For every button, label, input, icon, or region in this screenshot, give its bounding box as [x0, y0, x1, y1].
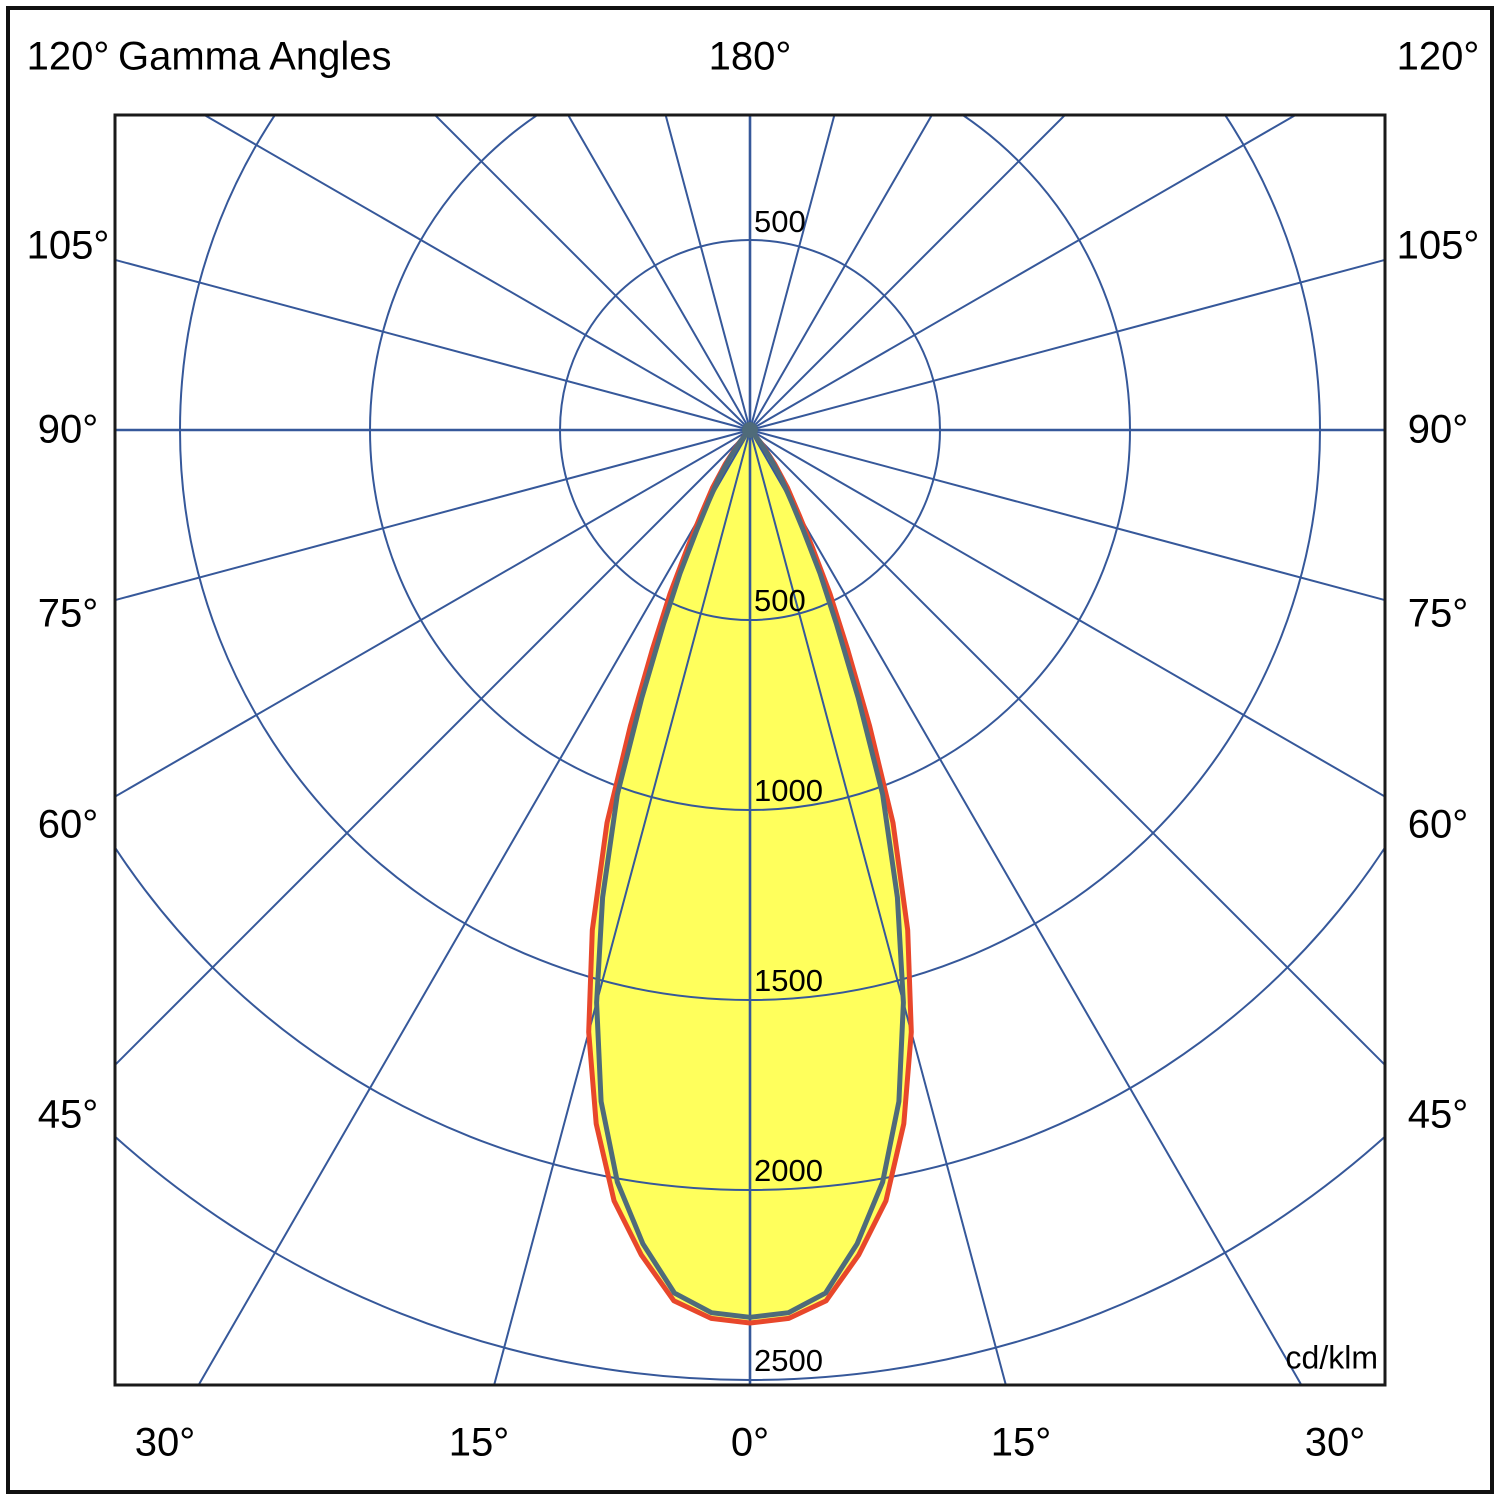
intensity-ring-500: [559, 239, 941, 621]
gamma-ray-225: [433, 115, 751, 431]
gamma-ray-105: [749, 258, 1385, 431]
gamma-label-left-90: 90°: [37, 407, 99, 452]
blue-intensity-curve: [594, 427, 906, 1320]
ring-label-top-500: 500: [754, 204, 806, 239]
gamma-ray-15: [749, 429, 1007, 1385]
polar-origin-dot: [742, 422, 758, 438]
gamma-label-120-left: 120°: [26, 34, 110, 79]
ring-label-2500: 2500: [754, 1343, 823, 1378]
intensity-ring-1500: [179, 115, 1321, 1001]
gamma-label-left-60: 60°: [37, 802, 99, 847]
gamma-ray-300: [115, 429, 751, 798]
ring-label-1500: 1500: [754, 963, 823, 998]
gamma-label-bottom-15: 15°: [448, 1420, 510, 1465]
plot-frame: [113, 113, 1387, 1387]
gamma-ray-165: [749, 115, 836, 431]
gamma-label-180: 180°: [708, 34, 792, 79]
gamma-ray-240: [202, 115, 751, 431]
gamma-ray-30: [749, 429, 1303, 1385]
gamma-ray-135: [749, 115, 1067, 431]
gamma-label-right-45: 45°: [1407, 1092, 1469, 1137]
gamma-ray-285: [115, 429, 751, 602]
gamma-ray-120: [749, 115, 1298, 431]
gamma-label-right-75: 75°: [1407, 591, 1469, 636]
gamma-ray-345: [493, 429, 751, 1385]
intensity-ring-1000: [369, 115, 1131, 811]
gamma-label-120-right: 120°: [1396, 34, 1480, 79]
gamma-label-bottom-15: 15°: [990, 1420, 1052, 1465]
ring-label-2000: 2000: [754, 1153, 823, 1188]
gamma-label-left-45: 45°: [37, 1092, 99, 1137]
gamma-label-bottom-0: 0°: [730, 1420, 770, 1465]
unit-label: cd/klm: [1285, 1339, 1378, 1376]
gamma-ray-315: [115, 429, 751, 1067]
gamma-ray-60: [749, 429, 1385, 798]
gamma-label-bottom-30: 30°: [1304, 1420, 1366, 1465]
intensity-ring-2500: [115, 1134, 1385, 1381]
gamma-label-right-90: 90°: [1407, 407, 1469, 452]
gamma-label-left-75: 75°: [37, 591, 99, 636]
gamma-ray-255: [115, 258, 751, 431]
chart-title: Gamma Angles: [118, 34, 392, 79]
gamma-label-right-105: 105°: [1396, 223, 1480, 268]
ring-label-500: 500: [754, 583, 806, 618]
gamma-ray-210: [566, 115, 751, 431]
gamma-ray-195: [664, 115, 751, 431]
gamma-ray-330: [197, 429, 751, 1385]
gamma-ray-75: [749, 429, 1385, 602]
gamma-ray-45: [749, 429, 1385, 1067]
gamma-ray-150: [749, 115, 934, 431]
gamma-label-bottom-30: 30°: [134, 1420, 196, 1465]
gamma-label-right-60: 60°: [1407, 802, 1469, 847]
intensity-ring-2000: [115, 845, 1385, 1191]
ring-label-1000: 1000: [754, 773, 823, 808]
gamma-label-left-105: 105°: [26, 223, 110, 268]
